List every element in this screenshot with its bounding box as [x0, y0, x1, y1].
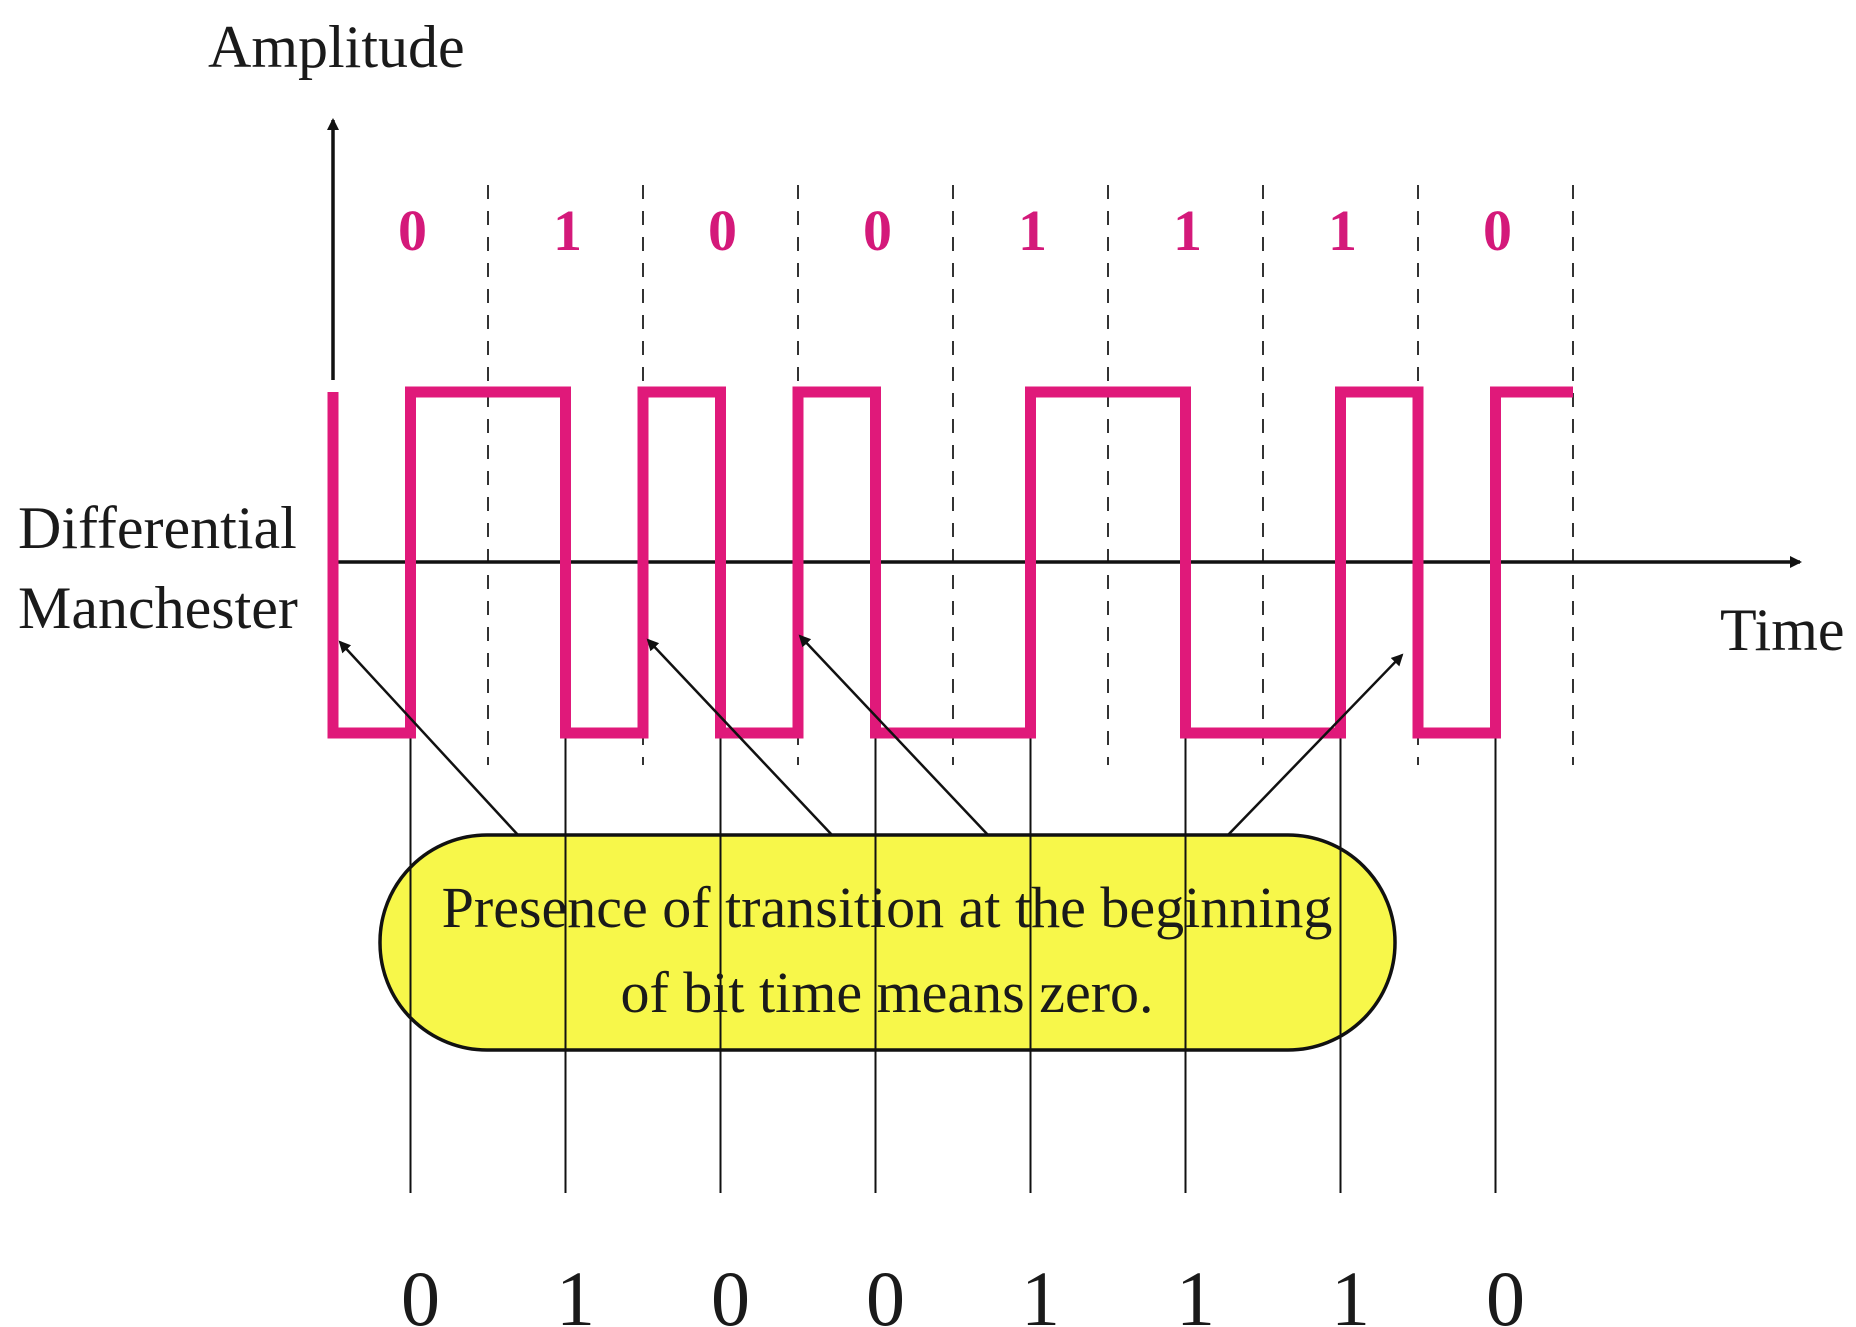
pointer-arrow-3	[798, 634, 989, 836]
bottom-bit-labels: 0 1 0 0 1 1 1 0	[401, 1255, 1525, 1327]
bit-drop-lines-front	[409, 835, 1497, 1050]
top-bit-label: 0	[863, 198, 892, 263]
top-bit-label: 0	[1483, 198, 1512, 263]
top-bit-label: 1	[1328, 198, 1357, 263]
bottom-bit-label: 1	[1021, 1255, 1060, 1327]
signal-name-line1: Differential	[18, 495, 297, 561]
top-bit-label: 0	[398, 198, 427, 263]
callout-box	[378, 833, 1397, 1052]
bottom-bit-label: 0	[401, 1255, 440, 1327]
bottom-bit-label: 1	[556, 1255, 595, 1327]
bottom-bit-label: 0	[866, 1255, 905, 1327]
time-label: Time	[1720, 597, 1845, 663]
top-bit-labels: 0 1 0 0 1 1 1 0	[398, 198, 1512, 263]
top-bit-label: 1	[1173, 198, 1202, 263]
bottom-bit-label: 1	[1176, 1255, 1215, 1327]
callout-text-line1: Presence of transition at the beginning	[442, 875, 1333, 940]
differential-manchester-waveform	[327, 386, 1573, 739]
pointer-arrow-1	[338, 640, 519, 836]
callout-text-line2: of bit time means zero.	[620, 960, 1153, 1025]
bottom-bit-label: 0	[1486, 1255, 1525, 1327]
bottom-bit-label: 1	[1331, 1255, 1370, 1327]
amplitude-label: Amplitude	[208, 14, 465, 80]
top-bit-label: 1	[553, 198, 582, 263]
top-bit-label: 1	[1018, 198, 1047, 263]
signal-name-line2: Manchester	[18, 575, 298, 641]
pointer-arrow-2	[646, 638, 833, 836]
top-bit-label: 0	[708, 198, 737, 263]
pointer-arrow-4	[1227, 653, 1404, 836]
bottom-bit-label: 0	[711, 1255, 750, 1327]
